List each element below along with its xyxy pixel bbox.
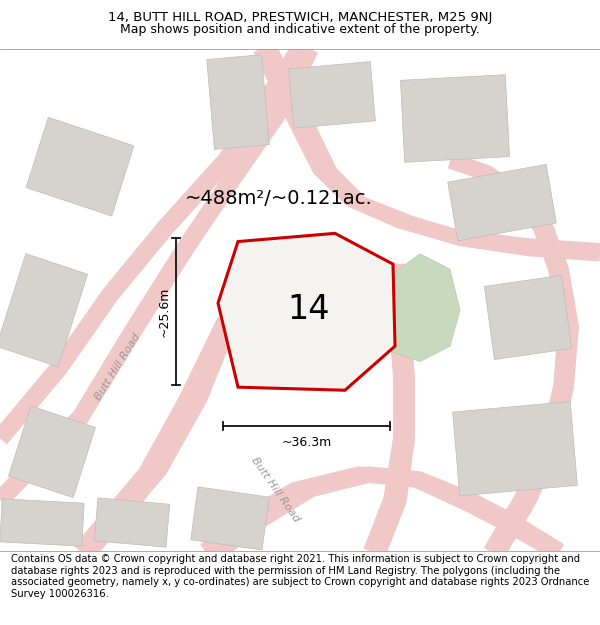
Text: Contains OS data © Crown copyright and database right 2021. This information is : Contains OS data © Crown copyright and d… xyxy=(11,554,589,599)
Polygon shape xyxy=(380,254,460,361)
Polygon shape xyxy=(263,45,600,261)
Polygon shape xyxy=(94,498,170,548)
Polygon shape xyxy=(289,62,376,128)
Text: Butt Hill Road: Butt Hill Road xyxy=(249,456,301,524)
Polygon shape xyxy=(448,155,572,555)
Polygon shape xyxy=(218,233,395,390)
Polygon shape xyxy=(207,54,269,149)
Text: 14, BUTT HILL ROAD, PRESTWICH, MANCHESTER, M25 9NJ: 14, BUTT HILL ROAD, PRESTWICH, MANCHESTE… xyxy=(108,11,492,24)
Polygon shape xyxy=(74,317,232,557)
Polygon shape xyxy=(0,44,318,506)
Polygon shape xyxy=(452,401,577,496)
Text: 14: 14 xyxy=(287,293,330,326)
Polygon shape xyxy=(374,263,415,554)
Text: ~25.6m: ~25.6m xyxy=(157,287,170,337)
Polygon shape xyxy=(484,275,572,359)
Text: Map shows position and indicative extent of the property.: Map shows position and indicative extent… xyxy=(120,23,480,36)
Polygon shape xyxy=(8,406,95,498)
Polygon shape xyxy=(200,466,559,558)
Polygon shape xyxy=(84,307,242,557)
Polygon shape xyxy=(0,44,307,444)
Text: ~36.3m: ~36.3m xyxy=(281,436,332,449)
Text: ~488m²/~0.121ac.: ~488m²/~0.121ac. xyxy=(185,189,373,208)
Polygon shape xyxy=(253,45,600,259)
Polygon shape xyxy=(400,75,509,162)
Polygon shape xyxy=(0,254,88,367)
Polygon shape xyxy=(26,118,134,216)
Polygon shape xyxy=(448,164,556,241)
Text: Butt Hill Road: Butt Hill Road xyxy=(94,331,143,402)
Polygon shape xyxy=(215,466,564,558)
Polygon shape xyxy=(0,499,84,546)
Polygon shape xyxy=(364,263,407,554)
Polygon shape xyxy=(455,155,579,555)
Polygon shape xyxy=(191,487,269,550)
